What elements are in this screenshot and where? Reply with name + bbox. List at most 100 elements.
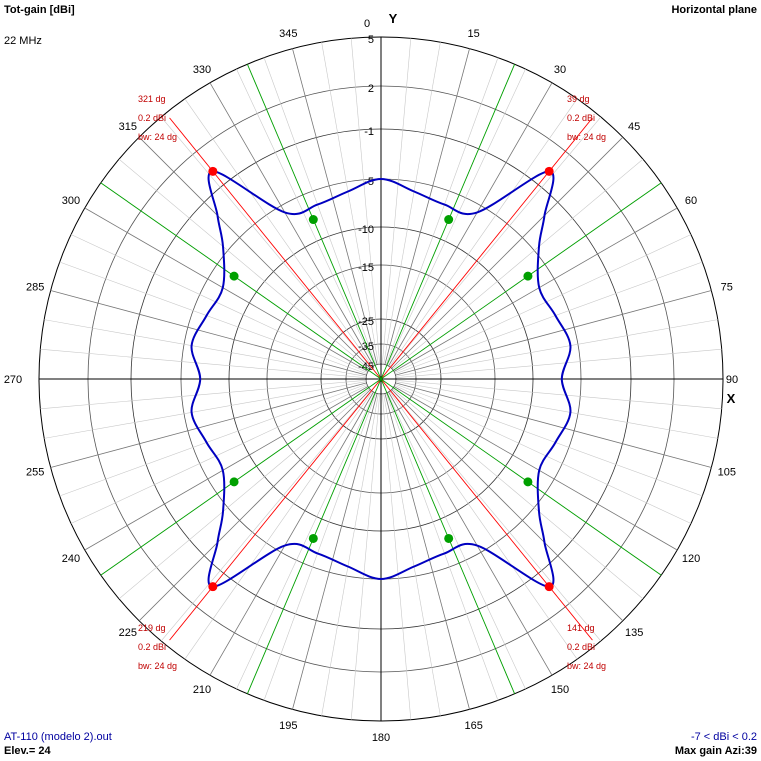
max-gain-label: Max gain Azi:39 xyxy=(674,745,757,757)
grid-spoke xyxy=(395,381,718,439)
grid-spoke xyxy=(388,82,553,367)
beam-direction-line xyxy=(169,378,382,641)
y-axis-label: Y xyxy=(389,11,398,26)
grid-spoke xyxy=(384,393,470,710)
beam-annotation-label: 321 dg xyxy=(138,94,166,104)
angle-tick-label: 180 xyxy=(372,732,390,744)
beam-annotation-label: 0.2 dBi xyxy=(567,642,595,652)
grid-spoke xyxy=(390,390,602,642)
beam-annotation-label: 0.2 dBi xyxy=(138,642,166,652)
grid-spoke xyxy=(394,234,692,373)
grid-spoke xyxy=(263,392,377,701)
radial-tick-label: -15 xyxy=(358,262,374,274)
halfpower-marker xyxy=(229,477,239,487)
grid-spoke xyxy=(292,48,378,365)
grid-spoke xyxy=(395,382,712,468)
angle-tick-label: 210 xyxy=(193,684,211,696)
angle-tick-label: 255 xyxy=(26,467,44,479)
grid-spoke xyxy=(160,390,372,642)
tick-labels: 0153045607590105120135150165180195210225… xyxy=(4,18,738,744)
halfpower-marker xyxy=(444,533,454,543)
grid-spoke xyxy=(292,393,378,710)
angle-tick-label: 285 xyxy=(26,281,44,293)
angle-tick-label: 30 xyxy=(554,64,566,76)
angle-tick-label: 90 xyxy=(726,374,738,386)
grid-spoke xyxy=(394,261,703,375)
beam-annotation-label: bw: 24 dg xyxy=(567,661,606,671)
angle-tick-label: 300 xyxy=(62,195,80,207)
grid-spoke xyxy=(394,385,692,524)
grid-spoke xyxy=(350,38,380,365)
angle-tick-label: 315 xyxy=(119,121,137,133)
angle-tick-label: 105 xyxy=(718,467,736,479)
angle-tick-label: 330 xyxy=(193,64,211,76)
angle-tick-label: 165 xyxy=(464,720,482,732)
angle-tick-label: 120 xyxy=(682,553,700,565)
angle-tick-label: 0 xyxy=(364,18,370,30)
grid-spoke xyxy=(118,388,370,600)
grid-spoke xyxy=(395,348,722,378)
halfpower-marker xyxy=(523,271,533,281)
angle-tick-label: 270 xyxy=(4,374,22,386)
radial-tick-label: 5 xyxy=(368,34,374,46)
radial-tick-label: -10 xyxy=(358,224,374,236)
angle-tick-label: 195 xyxy=(279,720,297,732)
radial-tick-label: -45 xyxy=(358,361,374,373)
grid-spoke xyxy=(385,57,499,366)
grid-spoke xyxy=(393,207,678,372)
beam-direction-line xyxy=(380,117,593,380)
halfpower-line xyxy=(380,378,662,576)
grid-spoke xyxy=(236,68,375,366)
max-gain-marker xyxy=(208,582,218,592)
angle-tick-label: 60 xyxy=(685,195,697,207)
grid-spoke xyxy=(84,386,369,551)
grid-spoke xyxy=(391,389,624,622)
radial-tick-label: 2 xyxy=(368,83,374,95)
halfpower-marker xyxy=(523,477,533,487)
grid-spoke xyxy=(391,136,624,369)
halfpower-marker xyxy=(308,215,318,225)
angle-tick-label: 150 xyxy=(551,684,569,696)
grid-spoke xyxy=(184,98,373,367)
grid-spoke xyxy=(321,393,379,716)
grid-spoke xyxy=(392,158,644,370)
grid-spoke xyxy=(383,42,441,365)
grid-spoke xyxy=(44,319,367,377)
gain-trace xyxy=(190,170,572,588)
grid-spoke xyxy=(395,290,712,376)
beam-annotation-label: bw: 24 dg xyxy=(567,132,606,142)
grid-spoke xyxy=(395,380,722,410)
radial-tick-label: -1 xyxy=(364,126,374,138)
beam-markers xyxy=(208,166,554,592)
angle-tick-label: 15 xyxy=(468,28,480,40)
halfpower-line xyxy=(100,182,382,380)
angle-tick-label: 75 xyxy=(721,281,733,293)
gain-trace-line xyxy=(190,170,572,588)
grid-spoke xyxy=(321,42,379,365)
beam-annotation-label: bw: 24 dg xyxy=(138,132,177,142)
radial-tick-label: -25 xyxy=(358,316,374,328)
beam-annotation-label: 141 dg xyxy=(567,623,595,633)
grid-spoke xyxy=(382,393,412,720)
grid-spoke xyxy=(389,391,578,660)
halfpower-marker xyxy=(308,533,318,543)
beam-annotation-label: bw: 24 dg xyxy=(138,661,177,671)
grid-spoke xyxy=(392,388,644,600)
angle-tick-label: 135 xyxy=(625,627,643,639)
x-axis-label: X xyxy=(727,391,736,406)
grid-spoke xyxy=(59,383,368,497)
grid-spoke xyxy=(59,261,368,375)
beam-annotation-label: 39 dg xyxy=(567,94,590,104)
max-gain-marker xyxy=(544,166,554,176)
grid-spoke xyxy=(84,207,369,372)
halfpower-line xyxy=(100,378,382,576)
grid-spoke xyxy=(138,136,371,369)
beam-direction-line xyxy=(380,378,593,641)
grid-spoke xyxy=(388,391,553,676)
angle-tick-label: 345 xyxy=(279,28,297,40)
angle-tick-label: 45 xyxy=(628,121,640,133)
beam-annotation-label: 0.2 dBi xyxy=(138,113,166,123)
grid-spoke xyxy=(184,391,373,660)
angle-tick-label: 240 xyxy=(62,553,80,565)
grid-spoke xyxy=(50,382,367,468)
